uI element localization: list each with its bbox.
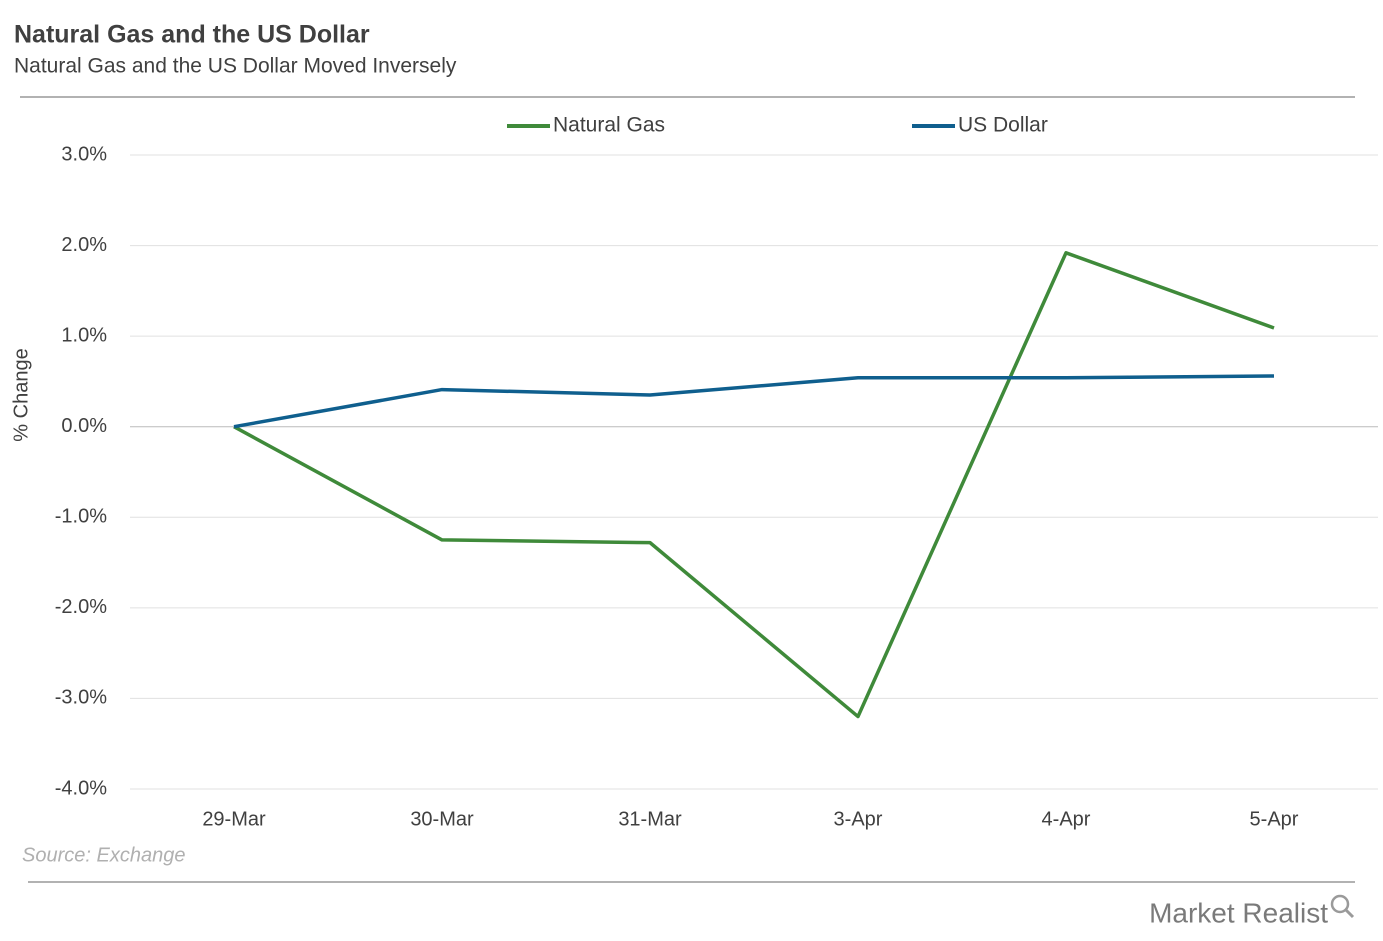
x-tick-label: 5-Apr [1250, 808, 1299, 830]
source-note: Source: Exchange [22, 844, 185, 866]
x-tick-label: 29-Mar [202, 808, 266, 830]
series-line [233, 374, 1275, 429]
x-tick-label: 4-Apr [1042, 808, 1091, 830]
y-tick-label: 2.0% [61, 234, 107, 256]
series-line [233, 251, 1275, 719]
brand-logo: Market Realist [1149, 897, 1328, 928]
chart-title: Natural Gas and the US Dollar [14, 21, 370, 49]
y-tick-label: -3.0% [55, 687, 107, 709]
y-axis-label: % Change [10, 348, 32, 441]
logo-icon [1330, 894, 1355, 919]
x-tick-label: 30-Mar [410, 808, 474, 830]
chart-subtitle: Natural Gas and the US Dollar Moved Inve… [14, 55, 457, 78]
legend-label: Natural Gas [553, 114, 665, 137]
x-tick-label: 3-Apr [834, 808, 883, 830]
y-tick-label: -1.0% [55, 506, 107, 528]
y-tick-label: 0.0% [61, 415, 107, 437]
y-tick-label: 1.0% [61, 324, 107, 346]
legend-label: US Dollar [958, 114, 1048, 137]
y-tick-label: -2.0% [55, 596, 107, 618]
x-tick-label: 31-Mar [618, 808, 682, 830]
y-tick-label: 3.0% [61, 143, 107, 165]
y-tick-label: -4.0% [55, 777, 107, 799]
